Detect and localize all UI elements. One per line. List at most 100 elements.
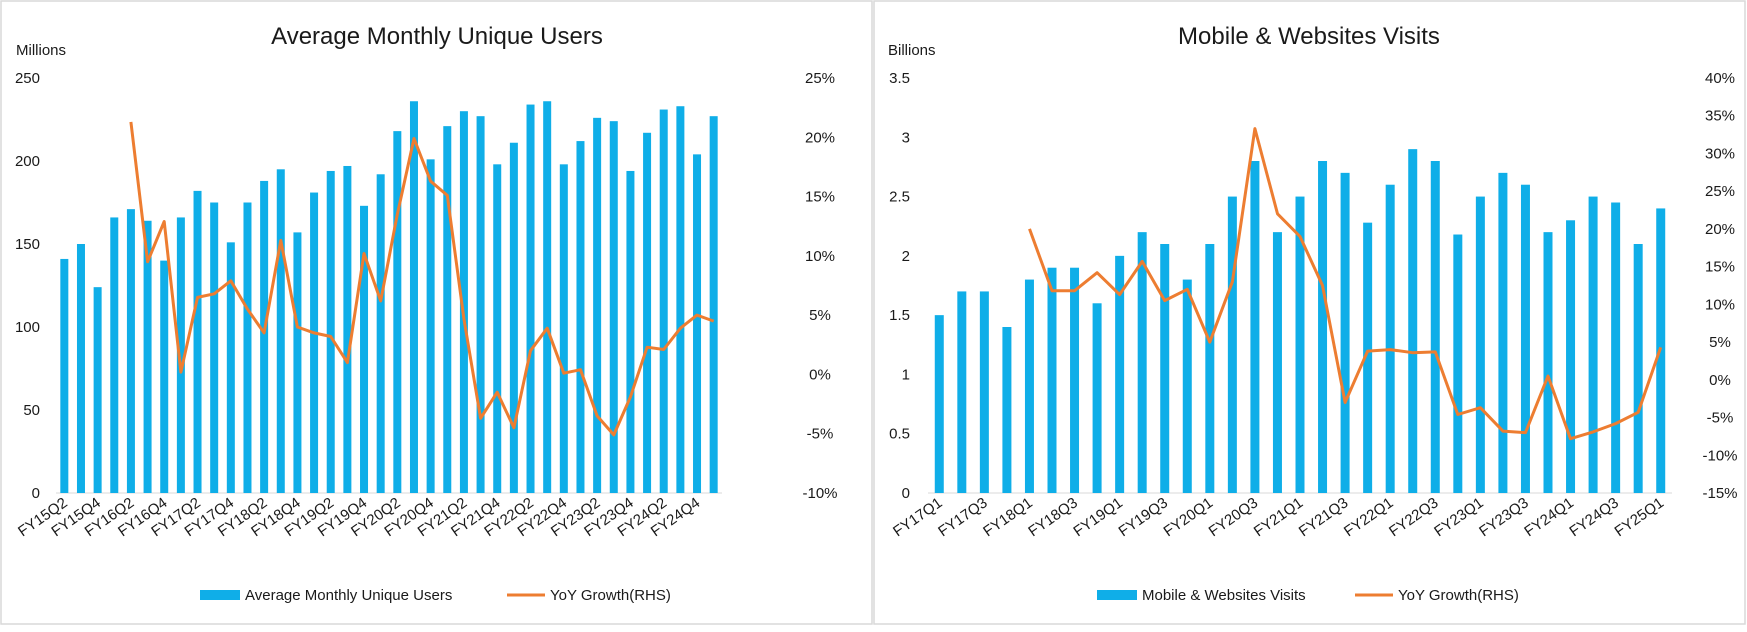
bar-FY18Q1: [1024, 279, 1034, 493]
left-tick-label: 1: [902, 366, 910, 383]
legend-bar-swatch: [200, 590, 240, 600]
left-tick-label: 150: [15, 236, 40, 253]
legend-line-label: YoY Growth(RHS): [1398, 587, 1519, 604]
right-tick-label: 10%: [805, 248, 835, 265]
bar-FY25Q1: [709, 116, 718, 494]
bar-FY18Q2: [1047, 267, 1057, 493]
bar-FY23Q2: [593, 117, 602, 493]
bar-FY20Q4: [1272, 232, 1282, 493]
right-axis-ticks: -15% -10% -5% 0% 5% 10% 15% 20% 25% 30% 35% 40%: [1702, 70, 1737, 502]
right-tick-label: -10%: [802, 485, 837, 502]
right-tick-label: -15%: [1702, 485, 1737, 502]
bar-FY23Q4: [1543, 232, 1553, 493]
bar-FY16Q4: [160, 260, 169, 493]
bar-FY19Q1: [1115, 255, 1125, 493]
bar-FY19Q2: [326, 170, 335, 493]
bar-FY24Q4: [1633, 244, 1643, 493]
yoy-growth-line: [129, 121, 715, 437]
right-tick-label: 20%: [1705, 221, 1735, 238]
bar-FY20Q3: [1250, 161, 1260, 493]
bar-FY22Q4: [1453, 234, 1463, 493]
bar-FY22Q1: [509, 142, 518, 494]
bar-series: [60, 101, 718, 494]
bar-FY22Q1: [1385, 184, 1395, 493]
bar-FY17Q1: [176, 217, 185, 493]
chart-title: Mobile & Websites Visits: [1178, 23, 1440, 50]
bar-FY17Q1: [934, 315, 944, 493]
legend: Average Monthly Unique Users YoY Growth(…: [200, 587, 671, 604]
right-tick-label: 0%: [809, 366, 831, 383]
left-tick-label: 50: [23, 402, 40, 419]
bar-FY19Q3: [343, 165, 352, 494]
bar-FY21Q4: [1363, 222, 1373, 493]
bar-FY24Q2: [1588, 196, 1598, 494]
bar-FY21Q3: [476, 116, 485, 494]
bar-FY22Q2: [526, 104, 535, 493]
bar-FY22Q4: [559, 164, 568, 493]
chart-frame: [873, 0, 1746, 625]
right-tick-label: -5%: [1707, 410, 1734, 427]
left-axis-unit-label: Millions: [16, 42, 66, 59]
bar-FY18Q1: [243, 202, 252, 493]
legend: Mobile & Websites Visits YoY Growth(RHS): [1097, 587, 1519, 604]
bar-FY21Q4: [493, 164, 502, 493]
yoy-growth-line: [1028, 127, 1663, 441]
bar-FY18Q4: [1092, 303, 1102, 493]
bar-FY17Q2: [957, 291, 967, 493]
right-tick-label: 25%: [805, 70, 835, 87]
right-tick-label: 40%: [1705, 70, 1735, 87]
bar-FY21Q3: [1340, 172, 1350, 493]
left-tick-label: 3: [902, 129, 910, 146]
bar-FY20Q3: [409, 101, 418, 494]
bar-FY16Q2: [126, 209, 135, 493]
right-tick-label: 25%: [1705, 183, 1735, 200]
bar-FY16Q1: [110, 217, 119, 493]
legend-line-label: YoY Growth(RHS): [550, 587, 671, 604]
left-tick-label: 0: [32, 485, 40, 502]
bar-FY20Q2: [1227, 196, 1237, 494]
bar-FY23Q4: [626, 170, 635, 493]
bar-FY19Q3: [1160, 244, 1170, 493]
right-axis-ticks: -10% -5% 0% 5% 10% 15% 20% 25%: [802, 70, 837, 502]
right-tick-label: 15%: [1705, 259, 1735, 276]
bar-FY18Q3: [276, 169, 285, 494]
left-axis-ticks: 0 0.5 1 1.5 2 2.5 3 3.5: [889, 70, 910, 502]
left-tick-label: 2: [902, 248, 910, 265]
right-tick-label: 0%: [1709, 372, 1731, 389]
bar-FY20Q1: [1205, 244, 1215, 493]
bar-FY17Q2: [193, 190, 202, 493]
bar-FY15Q3: [76, 244, 85, 493]
bar-FY17Q3: [979, 291, 989, 493]
bar-FY20Q4: [426, 159, 435, 493]
left-axis-unit-label: Billions: [888, 42, 936, 59]
bar-FY21Q2: [1318, 161, 1328, 493]
legend-bar-swatch: [1097, 590, 1137, 600]
right-tick-label: 15%: [805, 189, 835, 206]
bar-FY24Q4: [693, 154, 702, 494]
bar-FY19Q2: [1137, 232, 1147, 493]
bar-FY15Q2: [60, 258, 69, 493]
bar-FY23Q1: [1475, 196, 1485, 494]
legend-bar-label: Average Monthly Unique Users: [245, 587, 452, 604]
right-tick-label: -5%: [807, 426, 834, 443]
bar-FY19Q1: [310, 192, 319, 494]
bar-FY17Q4: [1002, 327, 1012, 493]
right-tick-label: 20%: [805, 129, 835, 146]
bar-FY23Q3: [1520, 184, 1530, 493]
bar-FY21Q1: [1295, 196, 1305, 494]
bar-FY20Q2: [393, 131, 402, 493]
unique-users-chart: Average Monthly Unique Users Millions 0 5…: [0, 0, 873, 625]
bar-FY24Q2: [659, 109, 668, 493]
bar-FY24Q3: [1611, 202, 1621, 493]
chart-title: Average Monthly Unique Users: [271, 23, 603, 50]
bar-FY23Q2: [1498, 172, 1508, 493]
bar-FY24Q1: [643, 132, 652, 493]
bar-FY19Q4: [360, 205, 369, 493]
bar-series: [934, 149, 1666, 494]
right-tick-label: 10%: [1705, 296, 1735, 313]
x-axis-ticks: FY15Q2FY15Q4FY16Q2FY16Q4FY17Q2FY17Q4FY18…: [15, 494, 703, 540]
bar-FY23Q1: [576, 141, 585, 493]
line-series: [129, 121, 715, 437]
right-tick-label: 5%: [1709, 334, 1731, 351]
right-tick-label: 5%: [809, 307, 831, 324]
